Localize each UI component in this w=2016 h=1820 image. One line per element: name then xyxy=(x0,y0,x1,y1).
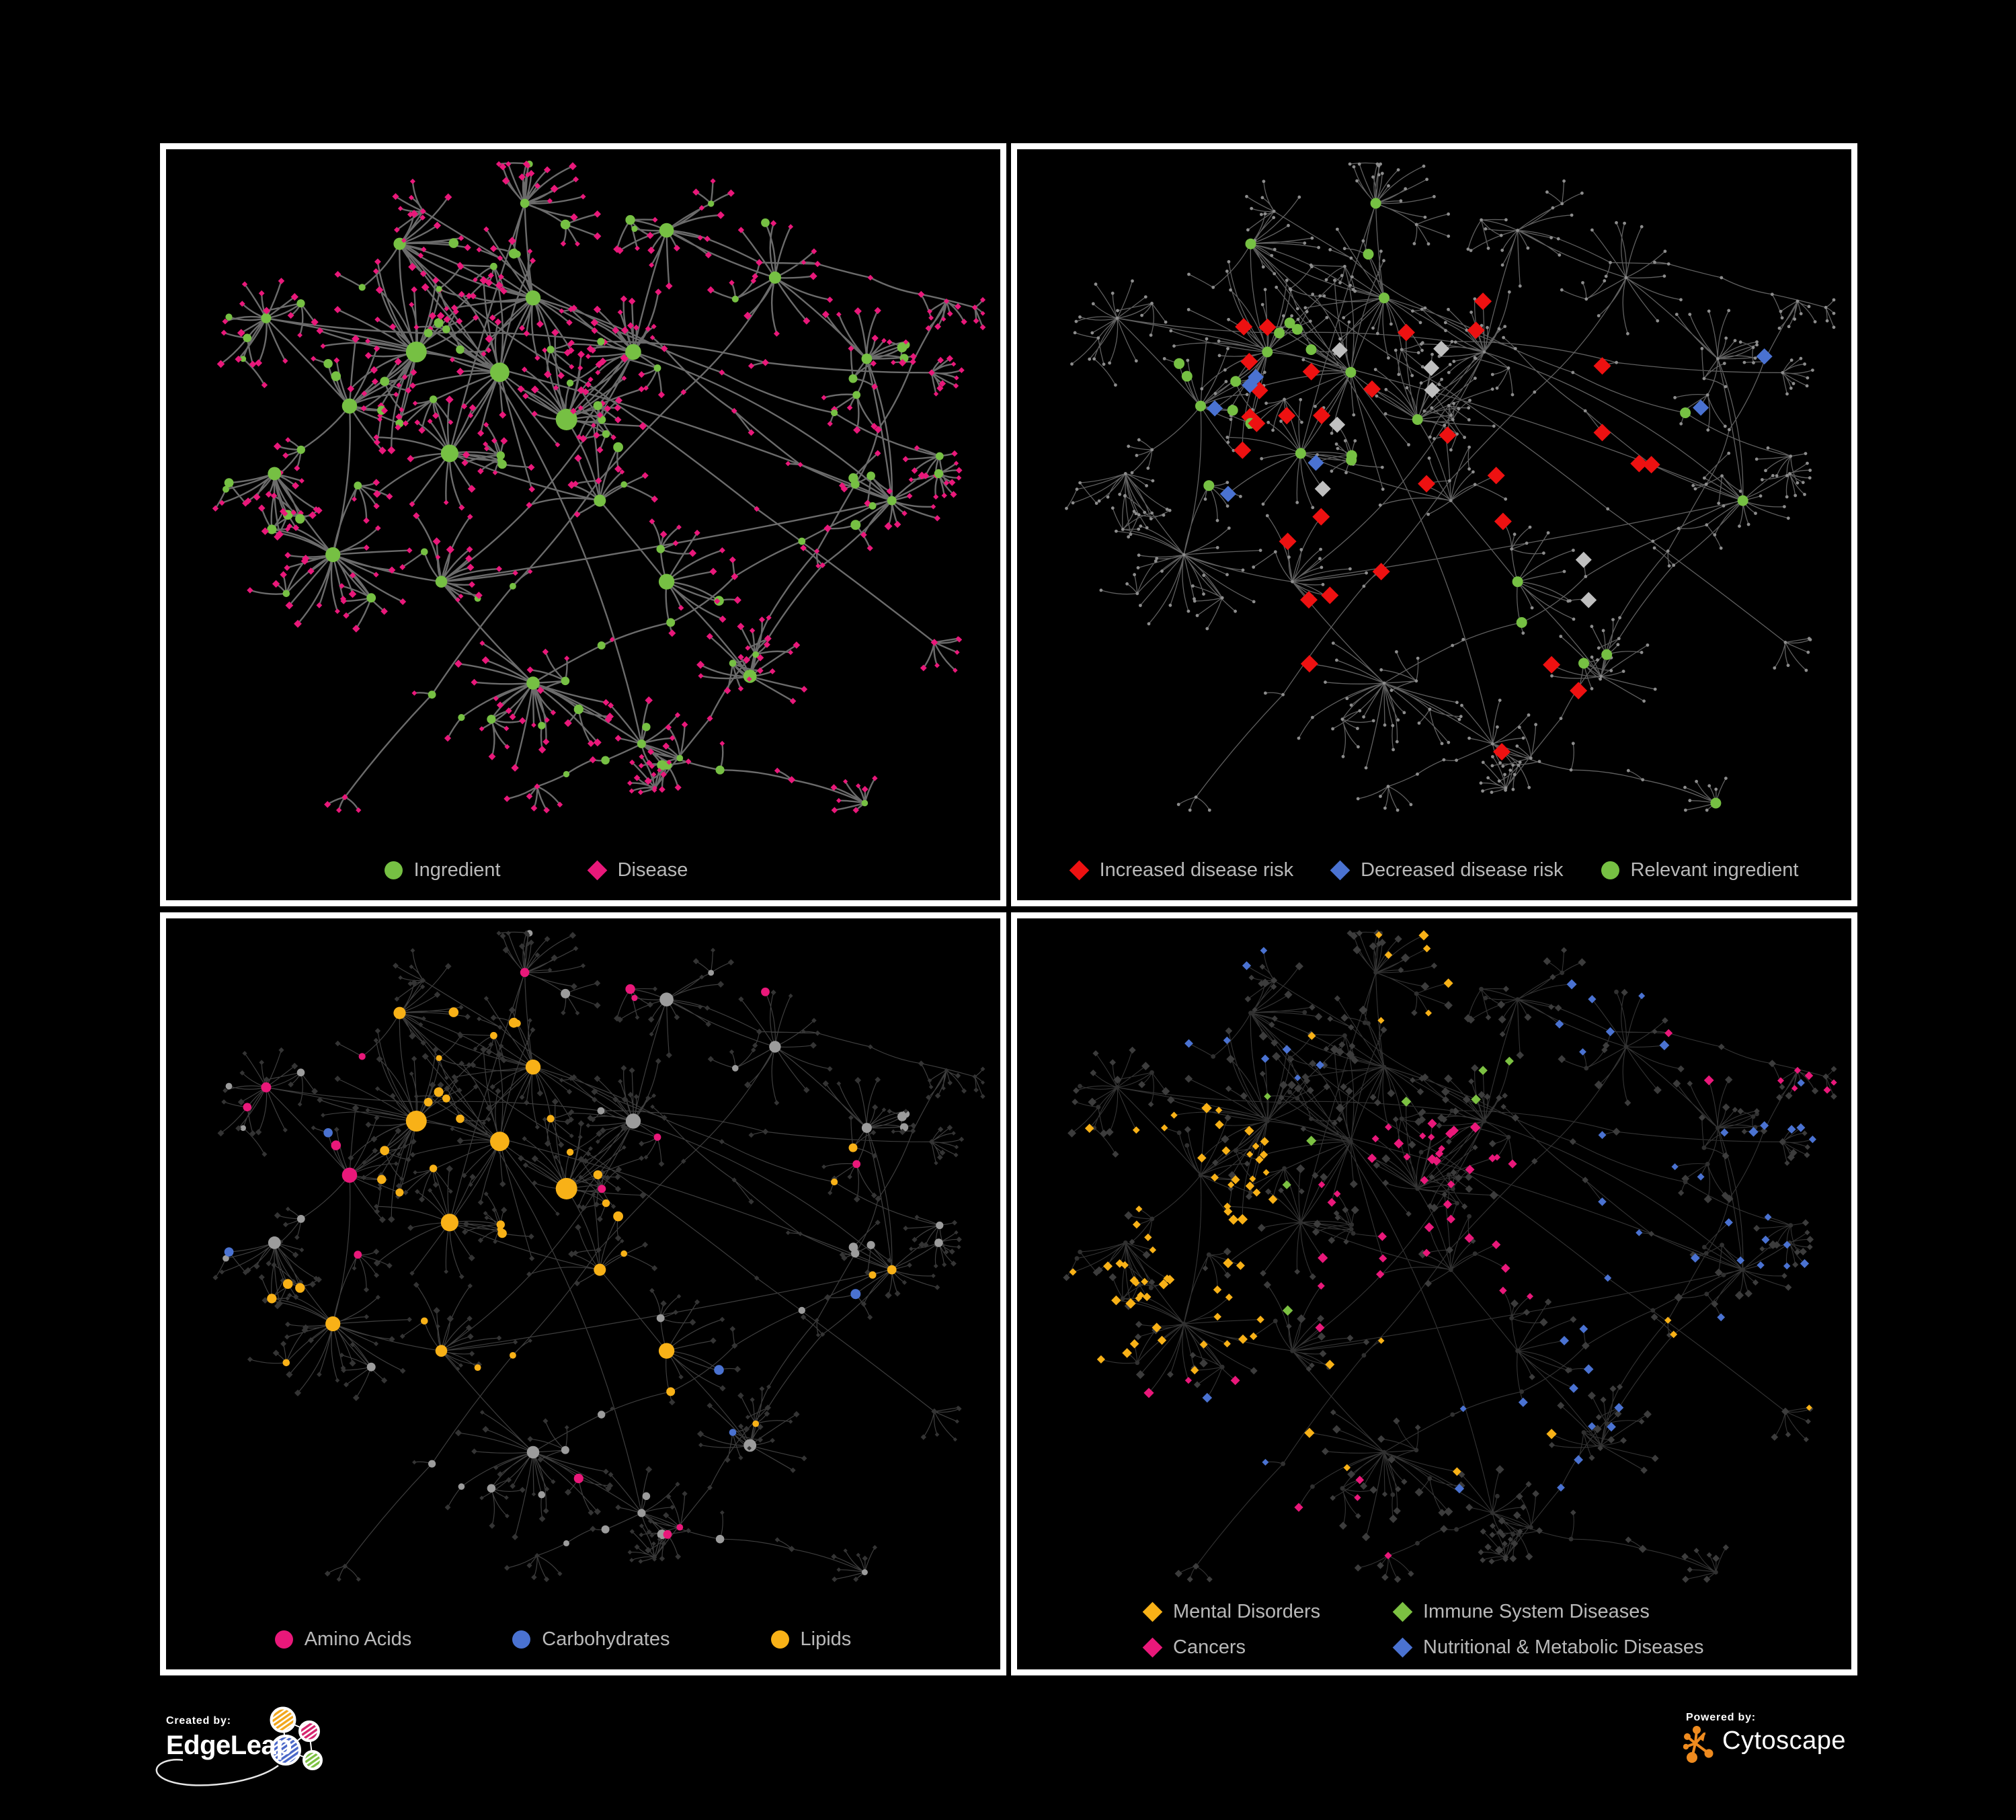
cytoscape-logo-icon xyxy=(1683,1726,1713,1763)
legend-label: Decreased disease risk xyxy=(1361,859,1564,881)
legend-label: Disease xyxy=(617,859,688,881)
legend-disease-risk: Increased disease risk Decreased disease … xyxy=(1017,859,1851,881)
legend-item-relevant-ingredient: Relevant ingredient xyxy=(1601,859,1799,881)
legend-item-mental-disorders: Mental Disorders xyxy=(1142,1601,1394,1623)
legend-ingredient-disease: Ingredient Disease xyxy=(119,859,953,881)
carbohydrates-marker-icon xyxy=(512,1630,531,1649)
network-graph-nutrient-classes xyxy=(212,930,985,1583)
disease-marker-icon xyxy=(587,860,607,881)
legend-label: Cancers xyxy=(1173,1636,1246,1658)
legend-label: Nutritional & Metabolic Diseases xyxy=(1423,1636,1704,1658)
cytoscape-wordmark: Cytoscape xyxy=(1722,1727,1847,1755)
network-graph-disease-classes xyxy=(1063,929,1837,1583)
panel-disease-classes: Mental Disorders Immune System Diseases Ca… xyxy=(1011,912,1857,1675)
legend-label: Amino Acids xyxy=(304,1628,412,1650)
legend-item-decreased-disease-risk: Decreased disease risk xyxy=(1330,859,1564,881)
increased-disease-risk-marker-icon xyxy=(1069,860,1089,881)
legend-label: Immune System Diseases xyxy=(1423,1601,1650,1622)
lipids-marker-icon xyxy=(770,1630,789,1649)
legend-item-carbohydrates: Carbohydrates xyxy=(512,1628,670,1651)
legend-item-increased-disease-risk: Increased disease risk xyxy=(1069,859,1294,881)
legend-item-immune-system-diseases: Immune System Diseases xyxy=(1392,1601,1703,1623)
panel-disease-risk: Increased disease risk Decreased disease … xyxy=(1011,143,1857,906)
legend-nutrient-classes: Amino Acids Carbohydrates Lipids xyxy=(146,1628,980,1651)
edgeleap-wordmark: EdgeLeap xyxy=(166,1731,292,1760)
legend-item-cancers: Cancers xyxy=(1142,1636,1394,1659)
ingredient-marker-icon xyxy=(384,861,403,879)
network-graph-disease-risk xyxy=(1065,162,1836,812)
amino-acids-marker-icon xyxy=(274,1630,293,1649)
legend-label: Lipids xyxy=(800,1628,852,1650)
powered-by-label: Powered by: xyxy=(1686,1712,1756,1723)
legend-item-amino-acids: Amino Acids xyxy=(274,1628,412,1651)
mental-disorders-marker-icon xyxy=(1142,1601,1163,1622)
immune-system-diseases-marker-icon xyxy=(1392,1601,1413,1622)
panel-nutrient-classes: Amino Acids Carbohydrates Lipids xyxy=(160,912,1006,1675)
relevant-ingredient-marker-icon xyxy=(1601,861,1619,879)
created-by-label: Created by: xyxy=(166,1715,231,1727)
network-graph-ingredient-disease xyxy=(212,160,986,814)
nutritional-metabolic-diseases-marker-icon xyxy=(1392,1637,1413,1658)
legend-item-ingredient: Ingredient xyxy=(384,859,501,881)
panel-ingredient-disease: Ingredient Disease xyxy=(160,143,1006,906)
legend-item-lipids: Lipids xyxy=(770,1628,852,1651)
legend-item-nutritional-metabolic-diseases: Nutritional & Metabolic Diseases xyxy=(1392,1636,1704,1659)
legend-label: Relevant ingredient xyxy=(1630,859,1799,881)
legend-disease-classes: Mental Disorders Immune System Diseases Ca… xyxy=(1142,1601,1704,1659)
legend-item-disease: Disease xyxy=(587,859,688,881)
legend-label: Carbohydrates xyxy=(542,1628,670,1650)
edgeleap-logo-icon xyxy=(155,1706,323,1786)
legend-label: Increased disease risk xyxy=(1099,859,1294,881)
legend-label: Ingredient xyxy=(413,859,501,881)
legend-label: Mental Disorders xyxy=(1173,1601,1321,1622)
cancers-marker-icon xyxy=(1142,1637,1163,1658)
decreased-disease-risk-marker-icon xyxy=(1330,860,1350,881)
